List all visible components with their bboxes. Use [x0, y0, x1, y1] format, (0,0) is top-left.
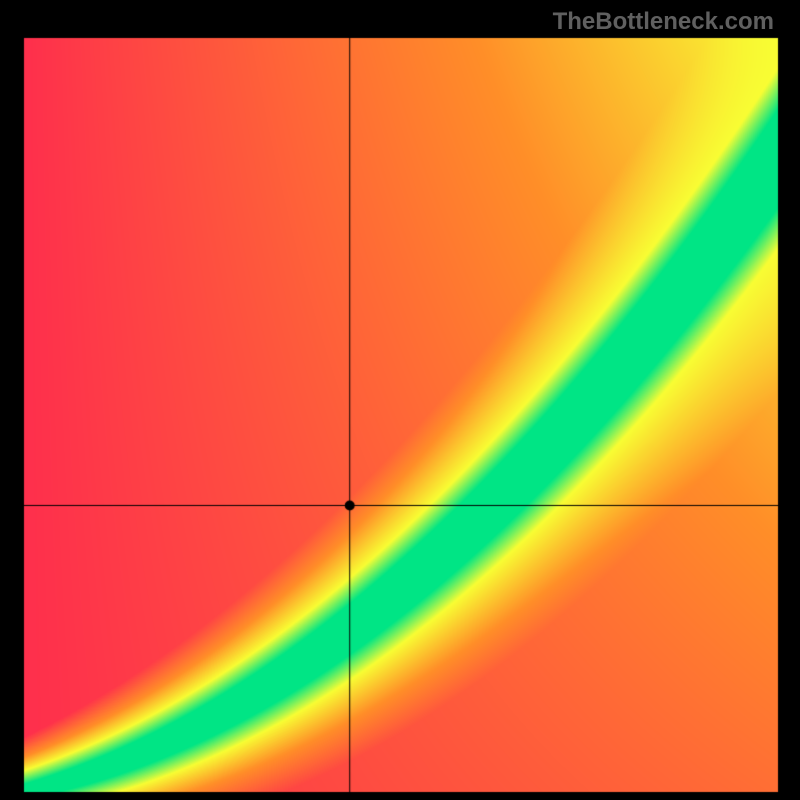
watermark-text: TheBottleneck.com [553, 8, 774, 36]
heatmap-canvas [0, 0, 800, 800]
chart-container: TheBottleneck.com [0, 0, 800, 800]
